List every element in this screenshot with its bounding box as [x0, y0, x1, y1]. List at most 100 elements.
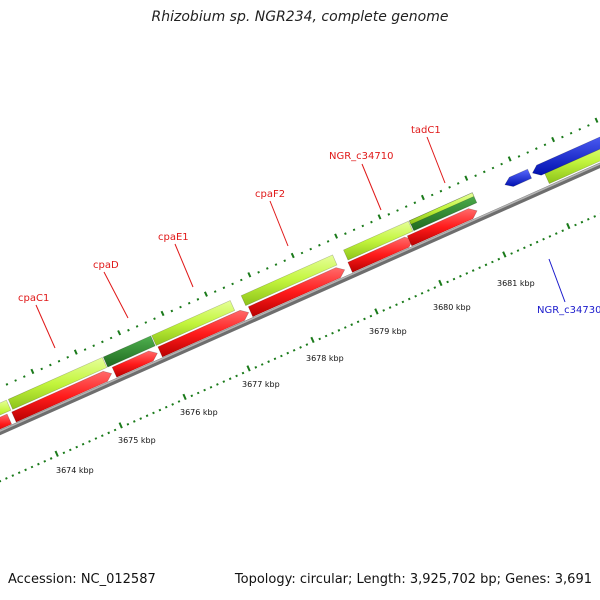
gene-label-cpaC1[interactable]: cpaC1 — [18, 293, 49, 304]
outer-tick — [290, 252, 295, 259]
scale-label: 3678 kbp — [306, 354, 344, 363]
gene-label-cpaE1[interactable]: cpaE1 — [158, 232, 189, 243]
reverse-gene[interactable] — [157, 309, 250, 358]
scale-minor-tick — [491, 260, 494, 264]
scale-minor-tick — [280, 354, 283, 358]
outer-tick — [196, 298, 200, 301]
forward-gene[interactable] — [0, 399, 12, 422]
outer-tick — [404, 205, 408, 208]
scale-minor-tick — [452, 277, 456, 281]
gene-label-cpaD[interactable]: cpaD — [93, 260, 119, 271]
scale-minor-tick — [369, 314, 373, 318]
reverse-gene[interactable] — [406, 208, 478, 247]
scale-major-tick — [502, 251, 507, 258]
scale-minor-tick — [343, 326, 347, 329]
reverse-gene[interactable] — [0, 413, 12, 434]
scale-minor-tick — [196, 391, 200, 395]
outer-tick — [474, 174, 477, 178]
scale-minor-tick — [177, 400, 181, 403]
scale-minor-tick — [542, 237, 545, 241]
outer-tick — [66, 355, 70, 359]
reverse-gene[interactable] — [11, 370, 113, 423]
scale-minor-tick — [132, 420, 136, 423]
scale-minor-tick — [318, 337, 322, 341]
forward-gene-top[interactable] — [408, 192, 475, 225]
reverse-gene[interactable] — [111, 350, 158, 378]
scale-minor-tick — [433, 286, 437, 289]
outer-tick — [5, 382, 9, 386]
scale-minor-tick — [561, 229, 565, 233]
outer-tick — [448, 185, 451, 189]
scale-minor-tick — [574, 223, 577, 227]
outer-tick — [48, 363, 52, 367]
gene-label-NGR_c34710[interactable]: NGR_c34710 — [329, 151, 394, 162]
gene-label-NGR_c34730[interactable]: NGR_c34730 — [537, 305, 600, 316]
scale-minor-tick — [286, 351, 290, 355]
label-leader-line — [361, 163, 382, 211]
scale-minor-tick — [586, 217, 590, 221]
reverse-gene[interactable] — [247, 267, 346, 318]
scale-minor-tick — [260, 363, 264, 366]
outer-tick — [430, 193, 434, 197]
scale-minor-tick — [516, 249, 520, 252]
scale-minor-tick — [407, 297, 411, 301]
scale-minor-tick — [324, 334, 328, 338]
outer-tick — [594, 117, 599, 123]
scale-major-tick — [374, 308, 379, 315]
label-leader-line — [426, 136, 446, 184]
scale-minor-tick — [356, 320, 360, 324]
outer-tick — [239, 278, 243, 282]
outer-tick — [179, 305, 182, 309]
scale-minor-tick — [126, 422, 130, 426]
map-title: Rhizobium sp. NGR234, complete genome — [151, 9, 449, 25]
scale-minor-tick — [88, 440, 91, 443]
outer-tick — [73, 349, 78, 355]
scale-minor-tick — [145, 414, 149, 418]
outer-tick — [160, 310, 165, 317]
outer-tick — [109, 336, 113, 340]
scale-minor-tick — [68, 448, 72, 452]
scale-minor-tick — [523, 246, 526, 250]
gene-label-cpaF2[interactable]: cpaF2 — [255, 189, 285, 200]
forward-gene[interactable] — [240, 254, 338, 306]
scale-minor-tick — [49, 457, 53, 460]
scale-minor-tick — [94, 437, 98, 440]
forward-gene[interactable] — [343, 220, 414, 261]
forward-gene-dark[interactable] — [102, 335, 156, 368]
forward-gene-track — [0, 139, 600, 422]
scale-minor-tick — [5, 477, 8, 480]
outer-tick — [117, 330, 122, 336]
scale-major-tick — [438, 279, 443, 287]
outer-tick — [153, 317, 156, 321]
scale-minor-tick — [152, 411, 155, 415]
scale-minor-tick — [43, 459, 47, 463]
forward-gene[interactable] — [7, 357, 108, 410]
forward-gene[interactable] — [544, 139, 600, 184]
scale-minor-tick — [420, 291, 424, 295]
scale-minor-tick — [273, 357, 277, 361]
scale-minor-tick — [30, 465, 34, 469]
label-leader-line — [269, 200, 289, 247]
scale-minor-tick — [190, 394, 194, 398]
gene-label-tadC1[interactable]: tadC1 — [411, 125, 441, 136]
outer-tick — [274, 263, 278, 266]
reverse-gene-blue[interactable] — [532, 129, 600, 176]
scale-minor-tick — [510, 252, 513, 255]
scale-minor-tick — [427, 289, 430, 292]
forward-gene[interactable] — [151, 300, 236, 346]
reverse-gene-blue[interactable] — [504, 168, 532, 187]
scale-major-tick — [310, 336, 315, 344]
scale-minor-tick — [401, 300, 405, 304]
outer-tick — [361, 224, 365, 228]
label-leader-line — [174, 243, 194, 288]
scale-minor-tick — [254, 366, 258, 369]
outer-tick — [370, 220, 373, 224]
outer-tick — [22, 375, 26, 378]
gene-label-lines — [35, 136, 566, 349]
outer-tick — [101, 340, 104, 344]
scale-minor-tick — [107, 431, 111, 435]
scale-minor-tick — [535, 240, 539, 244]
scale-minor-tick — [81, 442, 85, 446]
outer-tick — [92, 344, 96, 348]
